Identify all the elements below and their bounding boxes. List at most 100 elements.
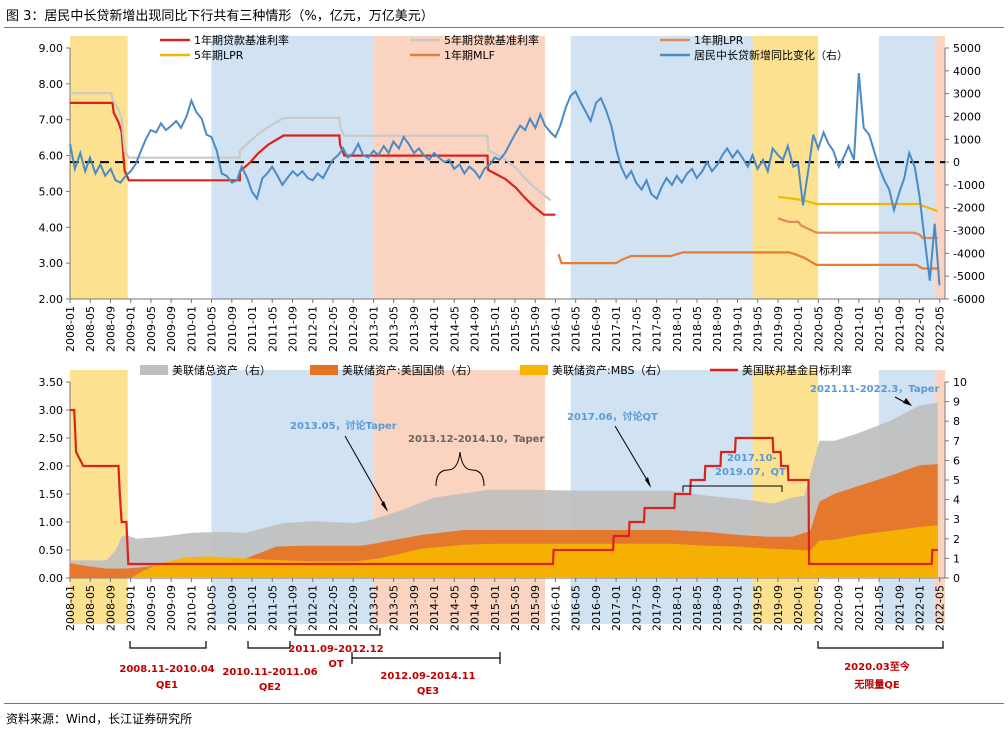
top-x-tick-label: 2017-09 [651, 306, 664, 352]
annotation-arrowhead-qt-2017 [645, 477, 651, 488]
top-right-tick-label: -4000 [953, 247, 985, 260]
top-x-tick-label: 2015-05 [509, 306, 522, 352]
legend-label-lpr1y: 1年期贷款基准利率 [194, 33, 289, 47]
bottom-x-tick-label: 2012-09 [347, 585, 360, 631]
bottom-left-tick-label: 1.00 [39, 516, 64, 529]
top-x-tick-label: 2021-01 [853, 306, 866, 352]
annotation-arrowhead-taper-2013 [381, 501, 388, 512]
top-x-tick-label: 2018-05 [691, 306, 704, 352]
title-divider [4, 27, 1004, 28]
legend-swatch-mbs [520, 365, 548, 375]
bottom-x-tick-label: 2018-01 [671, 585, 684, 631]
top-right-tick-label: 3000 [953, 88, 981, 101]
top-x-tick-label: 2009-01 [125, 306, 138, 352]
line-loan_yoy [69, 73, 941, 286]
qe2-label-line1: 2010.11-2011.06 [222, 667, 317, 678]
top-x-tick-label: 2017-05 [630, 306, 643, 352]
figure-source: 资料来源：Wind，长江证券研究所 [6, 712, 193, 726]
bottom-left-tick-label: 0.50 [39, 544, 64, 557]
bottom-x-tick-label: 2014-01 [428, 585, 441, 631]
bottom-x-tick-label: 2014-05 [448, 585, 461, 631]
annotation-arrowhead-taper-2021 [903, 398, 912, 406]
top-x-tick-label: 2011-05 [266, 306, 279, 352]
top-x-tick-label: 2015-09 [529, 306, 542, 352]
bottom-x-tick-label: 2020-05 [812, 585, 825, 631]
top-x-tick-label: 2019-01 [731, 306, 744, 352]
bottom-x-tick-label: 2021-09 [893, 585, 906, 631]
top-x-tick-label: 2011-01 [246, 306, 259, 352]
bottom-right-tick-label: 10 [953, 376, 967, 389]
bottom-x-tick-label: 2019-09 [772, 585, 785, 631]
bottom-x-tick-label: 2019-01 [731, 585, 744, 631]
top-right-tick-label: -3000 [953, 225, 985, 238]
legend-label-ffr: 美国联邦基金目标利率 [742, 363, 852, 377]
bottom-x-tick-label: 2009-09 [165, 585, 178, 631]
period-band-top-6 [934, 36, 945, 299]
bottom-x-tick-label: 2015-09 [529, 585, 542, 631]
bottom-x-tick-label: 2010-09 [226, 585, 239, 631]
top-left-tick-label: 2.00 [39, 293, 64, 306]
top-left-tick-label: 5.00 [39, 185, 64, 198]
period-band-top-4 [752, 36, 819, 299]
bottom-right-tick-label: 8 [953, 415, 960, 428]
annotation-qt-2017: 2017.06，讨论QT [567, 410, 658, 423]
bottom-x-tick-label: 2008-09 [104, 585, 117, 631]
bottom-x-tick-label: 2011-05 [266, 585, 279, 631]
bottom-x-tick-label: 2015-05 [509, 585, 522, 631]
top-x-tick-label: 2009-05 [145, 306, 158, 352]
bottom-left-tick-label: 0.00 [39, 572, 64, 585]
bottom-x-tick-label: 2022-05 [934, 585, 947, 631]
bottom-x-tick-label: 2014-09 [469, 585, 482, 631]
line-lpr1y [70, 101, 556, 216]
bottom-x-tick-label: 2016-09 [590, 585, 603, 631]
qe1-bracket [129, 641, 207, 649]
line-lpr5y_old [70, 92, 552, 202]
period-band-bottom-6 [934, 370, 945, 624]
qe1-label-line2: QE1 [156, 680, 178, 691]
top-right-tick-label: -6000 [953, 293, 985, 306]
top-right-tick-label: 1000 [953, 133, 981, 146]
annotation-arrow-taper-2013 [344, 435, 388, 511]
qe2-bracket [247, 641, 291, 649]
legend-swatch-total [140, 365, 168, 375]
bottom-x-tick-label: 2018-09 [711, 585, 724, 631]
bottom-x-tick-label: 2017-05 [630, 585, 643, 631]
bottom-x-tick-label: 2017-01 [610, 585, 623, 631]
bottom-x-tick-label: 2013-09 [408, 585, 421, 631]
bottom-left-tick-label: 3.00 [39, 404, 64, 417]
top-x-tick-label: 2011-09 [286, 306, 299, 352]
top-x-tick-label: 2012-05 [327, 306, 340, 352]
legend-swatch-treasury [310, 365, 338, 375]
bottom-right-tick-label: 3 [953, 513, 960, 526]
bottom-left-tick-label: 1.50 [39, 488, 64, 501]
line-lpr1y_new [777, 217, 938, 240]
ot-label-line2: OT [328, 659, 344, 670]
annotation-taper-2014: 2013.12-2014.10，Taper [408, 434, 544, 445]
bottom-x-tick-label: 2012-05 [327, 585, 340, 631]
line-lpr5y_new [777, 195, 939, 213]
annotation-brace-taper-2014 [435, 451, 485, 487]
legend-label-loan_yoy: 居民中长贷新增同比变化（右） [694, 48, 848, 62]
annotation-qt-period-line2: 2019.07，QT [715, 467, 786, 478]
top-x-tick-label: 2016-09 [590, 306, 603, 352]
top-x-tick-label: 2010-05 [206, 306, 219, 352]
top-right-tick-label: -2000 [953, 202, 985, 215]
bottom-x-tick-label: 2010-01 [185, 585, 198, 631]
qe2-label-line2: QE2 [259, 682, 281, 693]
top-x-tick-label: 2015-01 [489, 306, 502, 352]
top-left-tick-label: 7.00 [39, 114, 64, 127]
bottom-right-tick-label: 9 [953, 396, 960, 409]
qe3-label-line1: 2012.09-2014.11 [380, 671, 475, 682]
annotation-bracket-qt-period [682, 485, 783, 492]
qe3-label-line2: QE3 [417, 686, 439, 697]
top-x-tick-label: 2014-05 [448, 306, 461, 352]
period-band-top-2 [373, 36, 546, 299]
bottom-x-tick-label: 2009-05 [145, 585, 158, 631]
bottom-left-tick-label: 2.50 [39, 432, 64, 445]
bottom-x-tick-label: 2022-01 [914, 585, 927, 631]
top-x-tick-label: 2021-09 [893, 306, 906, 352]
top-right-tick-label: 5000 [953, 42, 981, 55]
top-x-tick-label: 2010-09 [226, 306, 239, 352]
top-x-tick-label: 2010-01 [185, 306, 198, 352]
